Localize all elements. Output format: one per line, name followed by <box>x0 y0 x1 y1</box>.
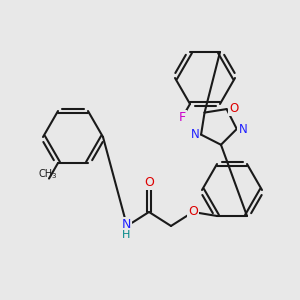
Text: O: O <box>229 102 238 115</box>
Text: N: N <box>238 124 247 136</box>
Text: N: N <box>121 218 131 232</box>
Text: CH: CH <box>39 169 53 178</box>
Text: F: F <box>178 111 186 124</box>
Text: O: O <box>144 176 154 190</box>
Text: 3: 3 <box>52 172 56 178</box>
Text: H: H <box>122 230 130 240</box>
Text: N: N <box>191 128 200 141</box>
Text: O: O <box>188 206 198 218</box>
